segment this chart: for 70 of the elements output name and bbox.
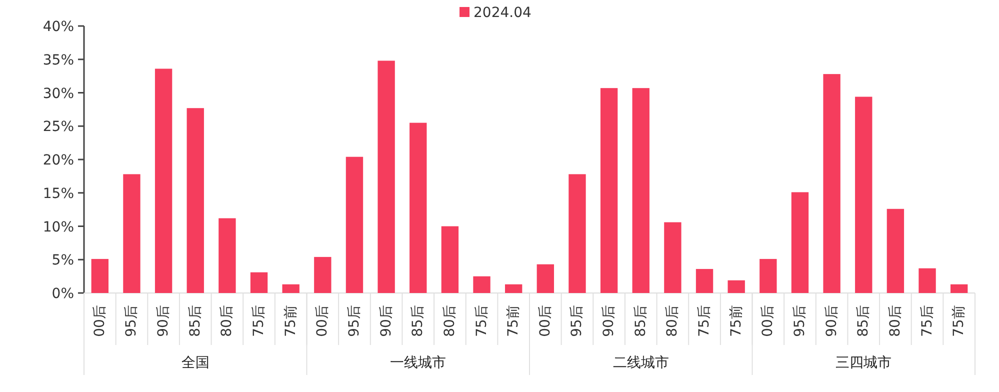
bar <box>218 218 236 293</box>
x-tick-label: 00后 <box>537 305 554 337</box>
bar <box>760 258 777 293</box>
x-tick-label: 95后 <box>124 305 140 337</box>
x-tick-label: 85后 <box>410 305 426 337</box>
x-tick-label: 80后 <box>664 305 681 337</box>
bar <box>314 256 332 293</box>
y-tick-label: 15% <box>42 186 74 202</box>
x-tick-label: 75前 <box>506 305 522 337</box>
bar <box>378 60 395 293</box>
x-tick-label: 95后 <box>569 305 586 337</box>
x-tick-label: 85后 <box>187 305 204 337</box>
text: 全国 <box>181 355 210 371</box>
x-tick-label: 75后 <box>696 305 713 337</box>
bar <box>568 174 586 293</box>
y-tick-label: 25% <box>42 119 74 136</box>
legend-label: 2024.04 <box>474 5 532 21</box>
bar <box>186 108 204 293</box>
y-tick-label: 35% <box>42 52 74 68</box>
text: 一线城市 <box>390 355 446 371</box>
x-tick-label: 80后 <box>887 305 904 337</box>
bar <box>536 264 554 293</box>
x-tick-label: 95后 <box>346 305 362 337</box>
y-tick-label: 20% <box>42 152 74 168</box>
bar <box>91 258 109 293</box>
x-tick-label: 90后 <box>824 305 840 337</box>
bar <box>504 284 522 293</box>
y-tick-label: 0% <box>52 286 74 302</box>
x-tick-label: 75前 <box>282 305 299 337</box>
bar <box>696 268 714 293</box>
x-tick-label: 75后 <box>251 305 268 337</box>
bar <box>473 276 490 293</box>
x-tick-label: 00后 <box>92 305 108 337</box>
bar <box>441 226 459 293</box>
bar <box>823 74 840 293</box>
bar <box>250 272 268 293</box>
x-tick-label: 90后 <box>378 305 394 337</box>
x-tick-label: 90后 <box>156 305 172 337</box>
bar <box>410 122 427 293</box>
x-tick-label: 75后 <box>474 305 490 337</box>
bar <box>950 284 968 293</box>
x-tick-label: 95后 <box>792 305 808 337</box>
bar <box>886 208 904 293</box>
bar <box>728 280 745 293</box>
bar <box>918 268 936 293</box>
y-tick-label: 10% <box>42 219 74 236</box>
x-tick-label: 00后 <box>314 305 331 337</box>
x-tick-label: 90后 <box>601 305 618 337</box>
bar <box>282 284 300 293</box>
text: 三四城市 <box>836 355 892 371</box>
x-tick-label: 00后 <box>760 305 776 337</box>
y-tick-label: 5% <box>52 252 74 269</box>
bar <box>154 68 172 293</box>
x-tick-label: 85后 <box>632 305 649 337</box>
x-tick-label: 80后 <box>219 305 236 337</box>
bar <box>664 222 682 293</box>
bar <box>600 88 618 293</box>
y-tick-label: 40% <box>42 19 74 35</box>
bar <box>855 96 872 293</box>
x-tick-label: 75前 <box>951 305 968 337</box>
x-tick-label: 75前 <box>728 305 744 337</box>
bar <box>123 174 140 293</box>
bar <box>791 192 809 293</box>
text: 二线城市 <box>612 355 669 371</box>
x-tick-label: 80后 <box>442 305 458 337</box>
y-tick-label: 30% <box>42 86 74 102</box>
x-tick-label: 75后 <box>919 305 936 337</box>
x-tick-label: 85后 <box>856 305 872 337</box>
bar <box>346 156 364 293</box>
bar <box>632 88 650 293</box>
